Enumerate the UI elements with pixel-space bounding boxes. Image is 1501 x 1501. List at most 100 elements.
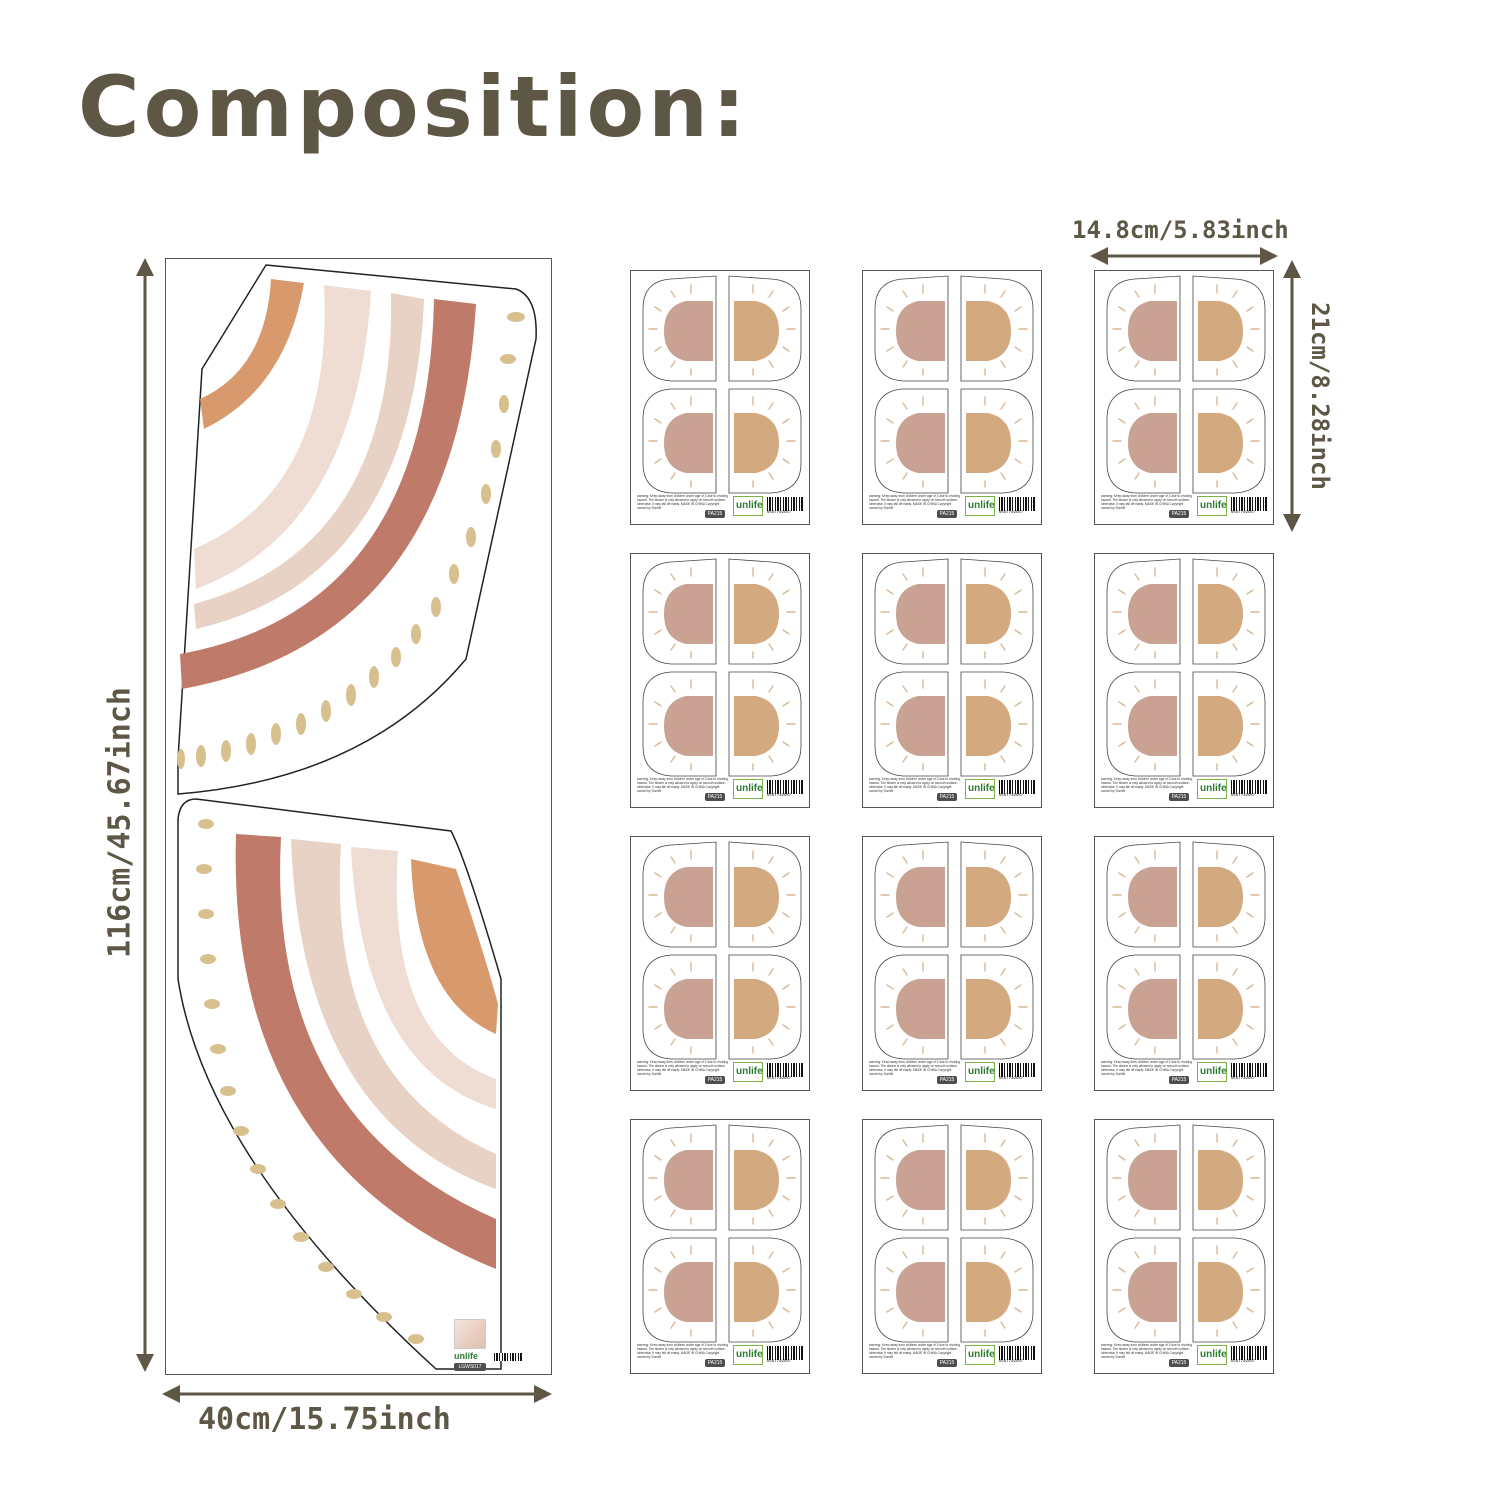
- brand-logo: unlife: [733, 1345, 763, 1365]
- sun-artwork: [874, 841, 1034, 1060]
- brand-logo: unlife: [965, 496, 995, 516]
- barcode-number: 6567749587: [1231, 794, 1256, 798]
- barcode: [999, 497, 1035, 511]
- small-height-label: 21cm/8.28inch: [1306, 302, 1334, 490]
- sun-artwork: [874, 558, 1034, 777]
- brand-name: unlife: [1200, 1349, 1227, 1360]
- sun-artwork: [642, 558, 802, 777]
- sheet-code: PA215: [1169, 1076, 1189, 1084]
- brand-logo: unlife: [1197, 1062, 1227, 1082]
- sun-artwork: [642, 275, 802, 494]
- barcode: [767, 1346, 803, 1360]
- sheet-footer: warning: Keep away from children under a…: [637, 1343, 803, 1369]
- sheet-code: PA215: [937, 1076, 957, 1084]
- warning-text: warning: Keep away from children under a…: [869, 1343, 961, 1359]
- warning-text: warning: Keep away from children under a…: [637, 1343, 729, 1359]
- barcode-number: 6567749587: [999, 1360, 1024, 1364]
- barcode-number: 6567749587: [767, 511, 792, 515]
- brand-name: unlife: [968, 783, 995, 794]
- sun-artwork: [1106, 558, 1266, 777]
- brand-logo: unlife: [965, 1062, 995, 1082]
- warning-text: warning: Keep away from children under a…: [869, 1060, 961, 1076]
- sun-sticker-sheet: warning: Keep away from children under a…: [862, 270, 1042, 525]
- barcode: [1231, 1063, 1267, 1077]
- preview-thumbnail: [454, 1319, 486, 1349]
- sun-sticker-sheet: warning: Keep away from children under a…: [630, 1119, 810, 1374]
- brand-logo: unlife: [1197, 779, 1227, 799]
- brand-logo: unlife: [454, 1351, 478, 1361]
- sheet-code: PA215: [937, 510, 957, 518]
- brand-logo: unlife: [733, 1062, 763, 1082]
- sun-sticker-sheet: warning: Keep away from children under a…: [630, 270, 810, 525]
- brand-logo: unlife: [733, 779, 763, 799]
- warning-text: warning: Keep away from children under a…: [637, 777, 729, 793]
- barcode-number: 6567749587: [1231, 1077, 1256, 1081]
- barcode: [999, 780, 1035, 794]
- sun-sticker-sheet: warning: Keep away from children under a…: [630, 553, 810, 808]
- warning-text: warning: Keep away from children under a…: [1101, 1343, 1193, 1359]
- sheet-code: PA215: [705, 793, 725, 801]
- sun-artwork: [642, 841, 802, 1060]
- sheet-footer: warning: Keep away from children under a…: [1101, 777, 1267, 803]
- sun-sticker-sheet: warning: Keep away from children under a…: [1094, 836, 1274, 1091]
- sheet-code: PA215: [1169, 510, 1189, 518]
- rainbow-artwork: [177, 264, 537, 1370]
- big-width-label: 40cm/15.75inch: [198, 1402, 451, 1437]
- brand-name: unlife: [736, 500, 763, 511]
- sun-artwork: [874, 1124, 1034, 1343]
- brand-logo: unlife: [733, 496, 763, 516]
- warning-text: warning: Keep away from children under a…: [869, 494, 961, 510]
- sun-sticker-sheet: warning: Keep away from children under a…: [1094, 270, 1274, 525]
- sheet-footer: warning: Keep away from children under a…: [869, 494, 1035, 520]
- big-sheet-footer: unlife LGWS017: [454, 1319, 544, 1371]
- sun-artwork: [642, 1124, 802, 1343]
- warning-text: warning: Keep away from children under a…: [637, 1060, 729, 1076]
- sheet-code: PA215: [705, 1076, 725, 1084]
- rainbow-sticker-sheet: unlife LGWS017: [165, 258, 552, 1375]
- sheet-footer: warning: Keep away from children under a…: [869, 1060, 1035, 1086]
- sheet-footer: warning: Keep away from children under a…: [637, 777, 803, 803]
- barcode: [1231, 780, 1267, 794]
- small-width-label: 14.8cm/5.83inch: [1072, 216, 1289, 244]
- sheet-footer: warning: Keep away from children under a…: [637, 494, 803, 520]
- sheet-code: PA215: [1169, 793, 1189, 801]
- barcode: [767, 780, 803, 794]
- sun-sticker-sheet: warning: Keep away from children under a…: [630, 836, 810, 1091]
- brand-name: unlife: [1200, 500, 1227, 511]
- brand-name: unlife: [968, 1349, 995, 1360]
- barcode-number: 6567749587: [767, 1077, 792, 1081]
- sheet-footer: warning: Keep away from children under a…: [1101, 1343, 1267, 1369]
- sheet-code: LGWS017: [454, 1363, 486, 1371]
- barcode: [1231, 1346, 1267, 1360]
- warning-text: warning: Keep away from children under a…: [1101, 1060, 1193, 1076]
- barcode-number: 6567749587: [767, 794, 792, 798]
- barcode-number: 6567749587: [999, 1077, 1024, 1081]
- brand-name: unlife: [1200, 783, 1227, 794]
- sheet-code: PA215: [937, 1359, 957, 1367]
- sun-artwork: [874, 275, 1034, 494]
- sheet-footer: warning: Keep away from children under a…: [1101, 494, 1267, 520]
- sun-sticker-sheet: warning: Keep away from children under a…: [862, 1119, 1042, 1374]
- warning-text: warning: Keep away from children under a…: [637, 494, 729, 510]
- page-title: Composition:: [78, 58, 750, 156]
- barcode: [767, 1063, 803, 1077]
- brand-name: unlife: [968, 500, 995, 511]
- barcode-number: 6567749587: [767, 1360, 792, 1364]
- brand-logo: unlife: [1197, 496, 1227, 516]
- sheet-footer: warning: Keep away from children under a…: [1101, 1060, 1267, 1086]
- big-height-label: 116cm/45.67inch: [102, 687, 138, 958]
- brand-name: unlife: [968, 1066, 995, 1077]
- sheet-code: PA215: [705, 1359, 725, 1367]
- barcode-number: 6567749587: [1231, 1360, 1256, 1364]
- barcode: [999, 1346, 1035, 1360]
- sun-sticker-sheet: warning: Keep away from children under a…: [1094, 553, 1274, 808]
- brand-name: unlife: [736, 1349, 763, 1360]
- sun-sticker-sheet: warning: Keep away from children under a…: [1094, 1119, 1274, 1374]
- barcode-number: 6567749587: [1231, 511, 1256, 515]
- sheet-footer: warning: Keep away from children under a…: [869, 777, 1035, 803]
- brand-logo: unlife: [965, 1345, 995, 1365]
- brand-name: unlife: [736, 783, 763, 794]
- sheet-code: PA215: [937, 793, 957, 801]
- sun-artwork: [1106, 275, 1266, 494]
